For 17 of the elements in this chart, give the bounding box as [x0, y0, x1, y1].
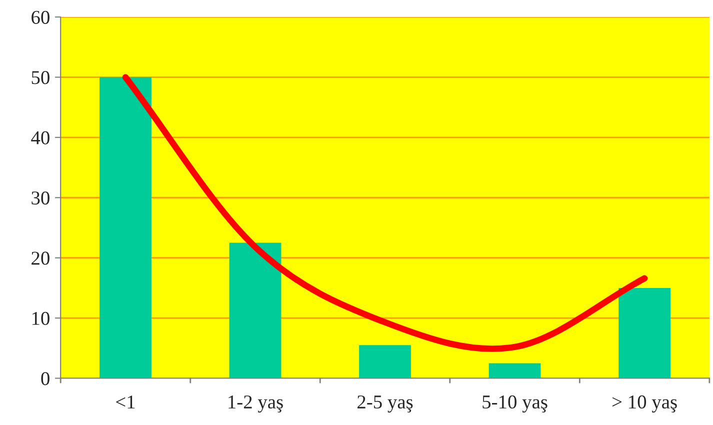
x-tick-label: > 10 yaş — [612, 395, 677, 413]
x-tick-label: <1 — [116, 396, 135, 408]
y-tick-label: 20 — [32, 252, 50, 265]
y-tick-label: 60 — [32, 10, 50, 24]
y-tick-label: 0 — [41, 372, 50, 386]
y-tick-label: 30 — [32, 191, 50, 205]
bar — [488, 363, 541, 378]
bar — [100, 77, 152, 378]
bar — [359, 345, 411, 378]
x-tick-label: 1-2 yaş — [228, 395, 283, 413]
y-tick-label: 50 — [32, 71, 50, 84]
x-tick-label: 5-10 yaş — [482, 395, 548, 413]
y-tick-label: 40 — [31, 131, 50, 144]
x-tick-label: 2-5 yaş — [358, 395, 413, 413]
y-tick-label: 10 — [32, 312, 50, 325]
bar — [229, 242, 282, 378]
bar — [618, 288, 671, 378]
